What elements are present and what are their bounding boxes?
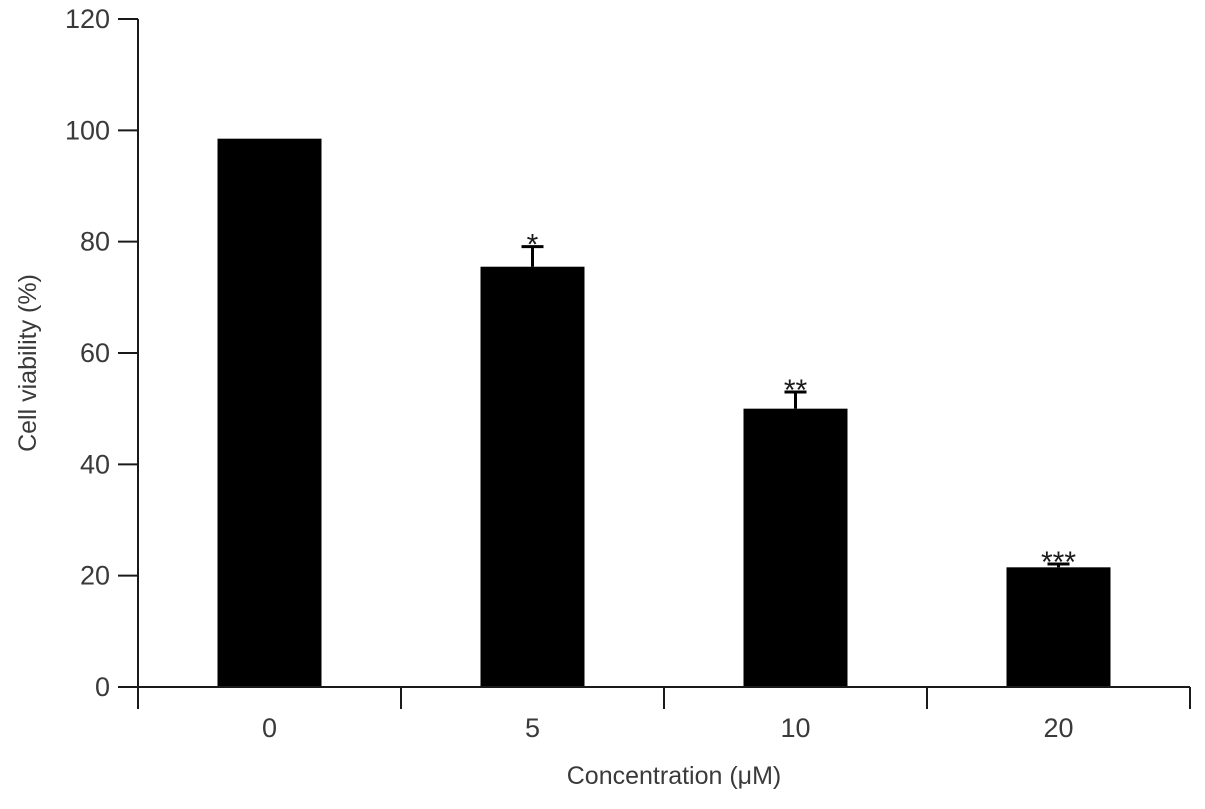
significance-marker: * bbox=[527, 229, 539, 262]
bar-10 bbox=[743, 408, 848, 687]
y-tick-label: 80 bbox=[80, 227, 110, 257]
y-tick-label: 100 bbox=[65, 115, 110, 145]
y-axis-ticks: 0 20 40 60 80 100 120 bbox=[65, 4, 138, 702]
x-tick-label: 10 bbox=[780, 713, 810, 743]
y-tick-label: 20 bbox=[80, 561, 110, 591]
y-tick-label: 120 bbox=[65, 4, 110, 34]
x-axis-title: Concentration (μM) bbox=[567, 762, 781, 790]
y-axis-title: Cell viability (%) bbox=[14, 274, 42, 452]
significance-marker: ** bbox=[784, 374, 808, 407]
significance-marker: *** bbox=[1041, 546, 1076, 579]
significance-labels: ****** bbox=[527, 229, 1077, 579]
bar-5 bbox=[480, 266, 585, 687]
bar-0 bbox=[217, 138, 322, 687]
x-axis-ticks: 0 5 10 20 bbox=[137, 687, 1191, 743]
y-tick-label: 60 bbox=[80, 338, 110, 368]
y-tick-label: 0 bbox=[95, 672, 110, 702]
bar-20 bbox=[1006, 567, 1111, 687]
bars-group bbox=[217, 138, 1111, 687]
y-tick-label: 40 bbox=[80, 449, 110, 479]
error-bars-group bbox=[521, 245, 1070, 568]
x-tick-label: 0 bbox=[262, 713, 277, 743]
x-tick-label: 5 bbox=[525, 713, 540, 743]
x-tick-label: 20 bbox=[1043, 713, 1073, 743]
